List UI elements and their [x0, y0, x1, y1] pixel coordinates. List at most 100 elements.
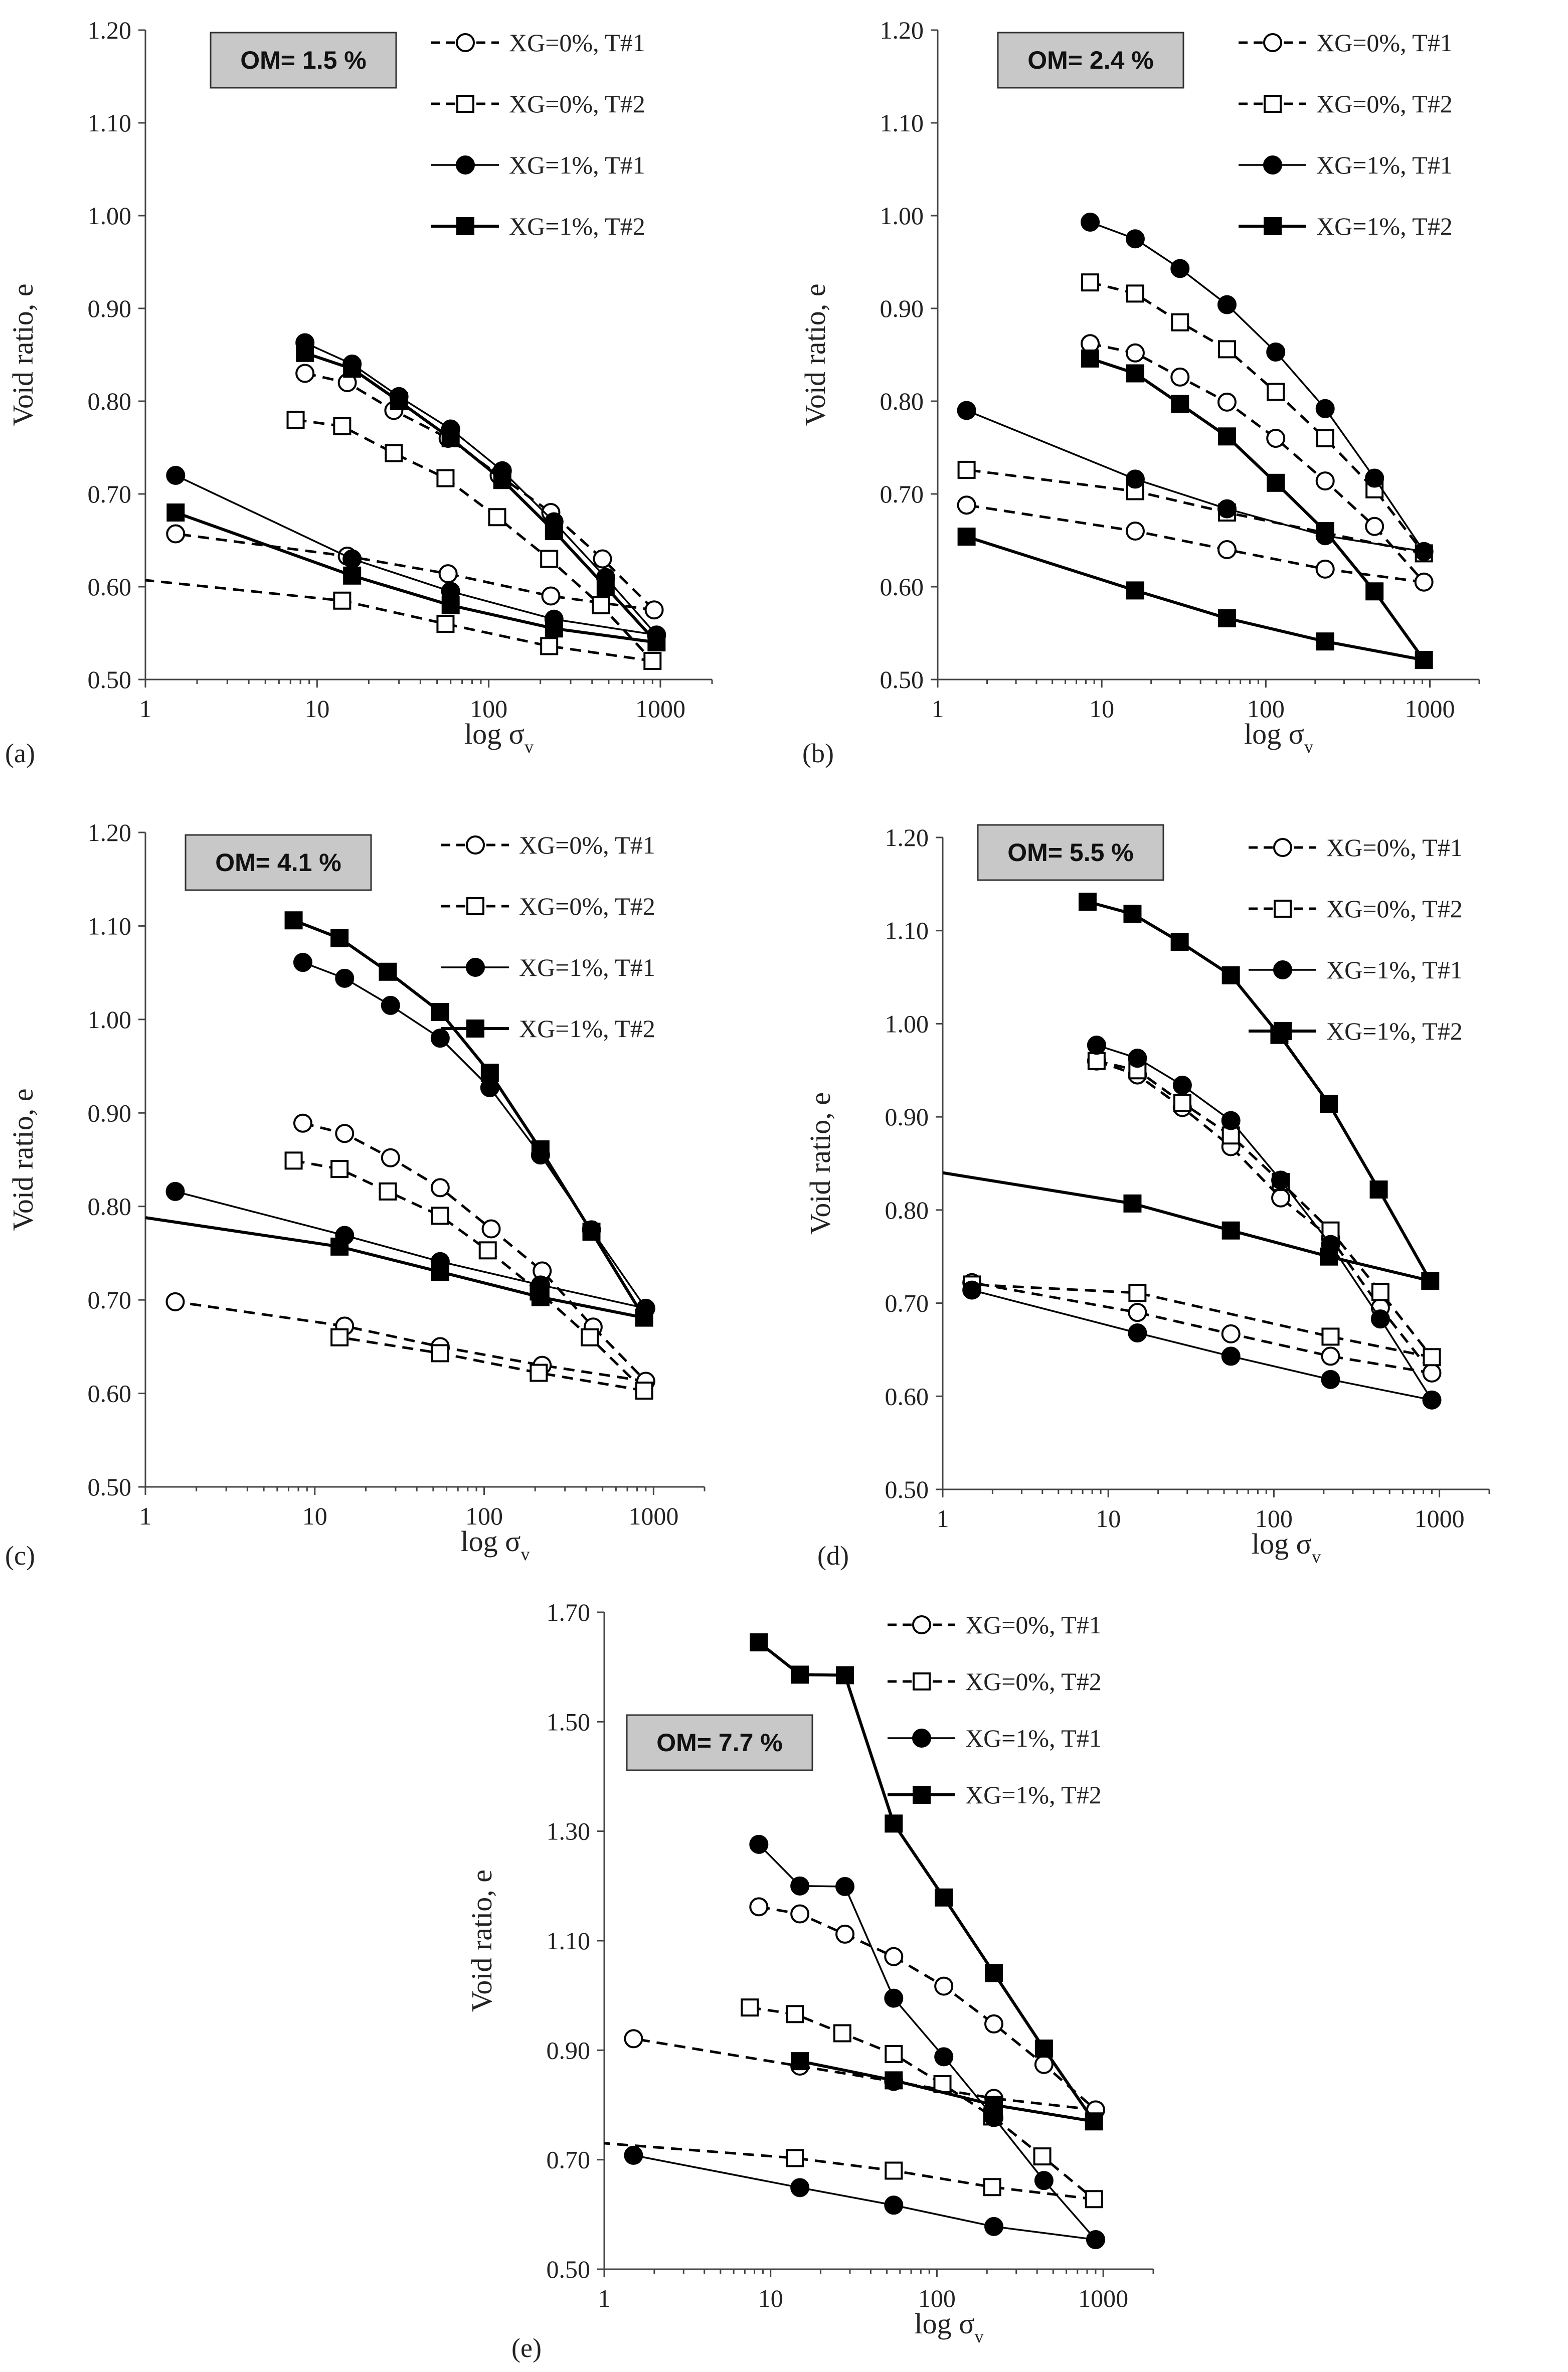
x-tick-label: 100 — [1247, 695, 1285, 723]
legend-label: XG=0%, T#1 — [519, 831, 655, 859]
y-tick-label: 0.50 — [547, 2255, 591, 2283]
y-tick-label: 1.20 — [88, 16, 132, 44]
series-xg-0-t-1 — [957, 334, 1434, 592]
data-point — [647, 633, 666, 651]
legend-marker — [456, 217, 474, 235]
data-point — [284, 911, 303, 930]
data-point — [493, 471, 511, 489]
y-tick-label: 0.60 — [880, 573, 924, 601]
data-point — [1217, 540, 1237, 559]
x-tick-label: 10 — [1089, 695, 1114, 723]
data-point — [1266, 342, 1286, 362]
legend-label: XG=0%, T#2 — [519, 892, 655, 920]
data-point — [286, 411, 305, 429]
x-axis-title: log σv — [1244, 718, 1313, 757]
data-point — [296, 344, 314, 362]
data-point — [1081, 273, 1100, 292]
data-point — [1266, 429, 1286, 448]
y-tick-label: 0.90 — [88, 1099, 132, 1127]
series-line-loading — [749, 2006, 1095, 2200]
om-label: OM= 2.4 % — [997, 32, 1184, 89]
data-point — [545, 522, 563, 540]
data-point — [884, 1988, 904, 2008]
data-point — [581, 1328, 599, 1346]
data-point — [596, 578, 615, 596]
y-tick-label: 1.20 — [88, 818, 132, 846]
om-label: OM= 4.1 % — [185, 834, 372, 891]
data-point — [833, 2024, 851, 2043]
data-point — [836, 1666, 854, 1684]
data-point — [790, 1904, 810, 1924]
data-point — [1034, 2040, 1053, 2058]
data-point — [390, 392, 408, 410]
legend-label: XG=0%, T#1 — [965, 1611, 1102, 1639]
legend-item: XG=1%, T#2 — [888, 1781, 1102, 1809]
data-point — [1370, 1309, 1390, 1329]
data-point — [541, 586, 561, 606]
data-point — [790, 1876, 810, 1896]
data-point — [165, 1292, 185, 1311]
panel-tag: (d) — [817, 1541, 849, 1571]
data-point — [1222, 1221, 1240, 1240]
data-point — [835, 1877, 855, 1896]
x-tick-label: 100 — [918, 2284, 956, 2312]
legend-label: XG=1%, T#2 — [509, 212, 645, 240]
legend-item: XG=0%, T#2 — [431, 90, 645, 118]
data-point — [934, 2047, 954, 2067]
data-point — [643, 652, 662, 670]
legend-item: XG=1%, T#2 — [441, 1014, 655, 1043]
data-point — [1221, 1346, 1241, 1366]
data-point — [335, 968, 355, 988]
data-point — [385, 444, 403, 462]
legend-item: XG=1%, T#1 — [1239, 151, 1453, 179]
x-tick-label: 100 — [470, 695, 507, 723]
data-point — [530, 1364, 548, 1382]
series-xg-1-t-2 — [750, 1633, 1103, 2131]
data-point — [381, 1148, 400, 1167]
data-point — [342, 549, 362, 569]
data-point — [884, 1947, 904, 1966]
data-point — [749, 1897, 769, 1917]
data-point — [1414, 542, 1434, 561]
legend-marker — [456, 33, 475, 52]
data-point — [1125, 522, 1145, 541]
data-point — [885, 2161, 903, 2180]
legend-label: XG=0%, T#2 — [1326, 895, 1463, 923]
data-point — [293, 953, 312, 972]
data-point — [985, 1964, 1003, 1982]
data-point — [330, 1160, 349, 1178]
legend-marker — [456, 155, 475, 175]
data-point — [786, 2005, 804, 2023]
data-point — [1365, 468, 1384, 488]
data-point — [1316, 429, 1334, 447]
legend-item: XG=1%, T#2 — [431, 212, 645, 240]
legend-item: XG=0%, T#1 — [1239, 29, 1453, 57]
legend-marker — [466, 835, 485, 855]
y-tick-label: 0.50 — [88, 665, 132, 694]
data-point — [436, 469, 455, 487]
data-point — [335, 1124, 355, 1143]
chart-panel-d: 0.50 0.60 0.70 0.80 0.90 1.00 1.10 1.20 1 10 100 10… — [804, 823, 1490, 1571]
data-point — [343, 566, 362, 585]
legend-marker — [1274, 1022, 1292, 1040]
data-point — [1267, 473, 1285, 492]
data-point — [1128, 1323, 1147, 1342]
data-point — [1217, 609, 1236, 627]
data-point — [1415, 651, 1433, 669]
data-point — [284, 1151, 303, 1170]
x-tick-label: 10 — [758, 2284, 783, 2312]
data-point — [1086, 2230, 1105, 2250]
data-point — [749, 1834, 769, 1854]
data-point — [957, 460, 976, 479]
data-point — [166, 503, 185, 522]
y-tick-label: 0.70 — [547, 2146, 591, 2174]
data-point — [1316, 632, 1334, 651]
y-tick-label: 1.20 — [880, 16, 924, 44]
data-point — [333, 591, 352, 610]
data-point — [1321, 1370, 1340, 1389]
data-point — [1315, 471, 1335, 491]
data-point — [540, 637, 559, 655]
data-point — [431, 1002, 449, 1021]
om-label-text: OM= 4.1 % — [215, 849, 341, 877]
